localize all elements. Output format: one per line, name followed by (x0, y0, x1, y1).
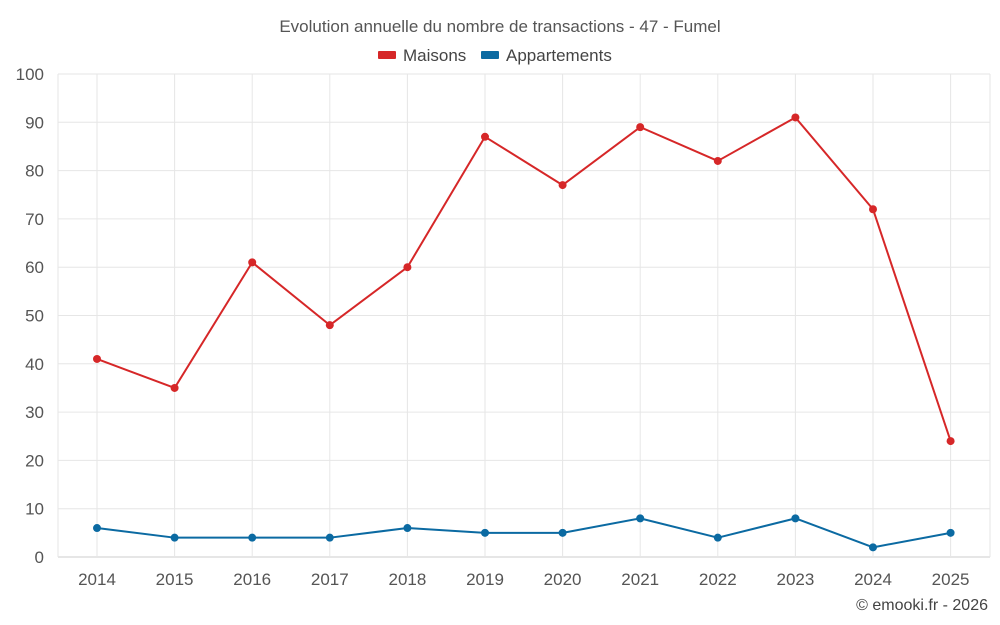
data-point-maisons[interactable] (481, 132, 489, 141)
chart-grid (57, 73, 991, 558)
series-line-maisons (96, 116, 952, 442)
data-point-appartements[interactable] (713, 533, 722, 542)
data-point-appartements[interactable] (946, 528, 955, 537)
legend-swatch-maisons (378, 51, 396, 59)
x-tick-label: 2019 (466, 570, 504, 589)
data-point-maisons[interactable] (325, 321, 334, 330)
x-tick-label: 2022 (699, 570, 737, 589)
y-tick-label: 20 (25, 451, 44, 470)
data-point-maisons[interactable] (403, 263, 412, 272)
data-point-maisons[interactable] (946, 437, 955, 446)
data-point-appartements[interactable] (248, 533, 257, 542)
data-point-appartements[interactable] (558, 528, 567, 537)
x-tick-label: 2021 (621, 570, 659, 589)
data-point-appartements[interactable] (325, 533, 334, 542)
y-tick-label: 60 (25, 258, 44, 277)
series-line-appartements (96, 517, 951, 549)
y-axis-ticks: 0 10 20 30 40 50 60 70 80 90 100 (16, 65, 44, 567)
x-tick-label: 2016 (233, 570, 271, 589)
y-tick-label: 70 (25, 210, 44, 229)
data-point-appartements[interactable] (869, 543, 877, 552)
data-point-maisons[interactable] (791, 113, 800, 122)
data-point-appartements[interactable] (791, 514, 800, 523)
y-tick-label: 50 (25, 307, 44, 326)
x-tick-label: 2017 (311, 570, 349, 589)
data-point-maisons[interactable] (869, 205, 877, 214)
series-appartements (93, 514, 955, 552)
data-point-maisons[interactable] (636, 123, 645, 132)
y-tick-label: 40 (25, 355, 44, 374)
legend-swatch-appartements (481, 51, 499, 59)
x-tick-label: 2025 (932, 570, 970, 589)
legend-label-maisons[interactable]: Maisons (403, 46, 466, 65)
data-point-appartements[interactable] (403, 524, 412, 533)
credit-text: © emooki.fr - 2026 (856, 597, 988, 614)
y-tick-label: 0 (35, 548, 44, 567)
y-tick-label: 30 (25, 403, 44, 422)
data-point-maisons[interactable] (713, 156, 722, 165)
x-tick-label: 2018 (388, 570, 426, 589)
y-tick-label: 100 (16, 65, 44, 84)
data-point-appartements[interactable] (481, 528, 489, 537)
series-layer (93, 113, 955, 552)
data-point-maisons[interactable] (248, 258, 257, 267)
data-point-appartements[interactable] (636, 514, 645, 523)
x-tick-label: 2020 (544, 570, 582, 589)
x-tick-label: 2023 (776, 570, 814, 589)
legend-label-appartements[interactable]: Appartements (506, 46, 612, 65)
data-point-appartements[interactable] (170, 533, 179, 542)
y-tick-label: 90 (25, 113, 44, 132)
x-axis-ticks: 2014 2015 2016 2017 2018 2019 2020 2021 2022 2023… (78, 570, 969, 589)
x-tick-label: 2015 (156, 570, 194, 589)
data-point-maisons[interactable] (558, 181, 567, 190)
y-tick-label: 80 (25, 162, 44, 181)
x-tick-label: 2024 (854, 570, 892, 589)
data-point-maisons[interactable] (170, 383, 179, 392)
data-point-appartements[interactable] (93, 524, 101, 533)
chart-title: Evolution annuelle du nombre de transact… (279, 17, 720, 36)
series-maisons (93, 113, 955, 446)
x-tick-label: 2014 (78, 570, 116, 589)
y-tick-label: 10 (25, 500, 44, 519)
chart-legend: Maisons Appartements (378, 46, 612, 65)
data-point-maisons[interactable] (93, 354, 101, 363)
